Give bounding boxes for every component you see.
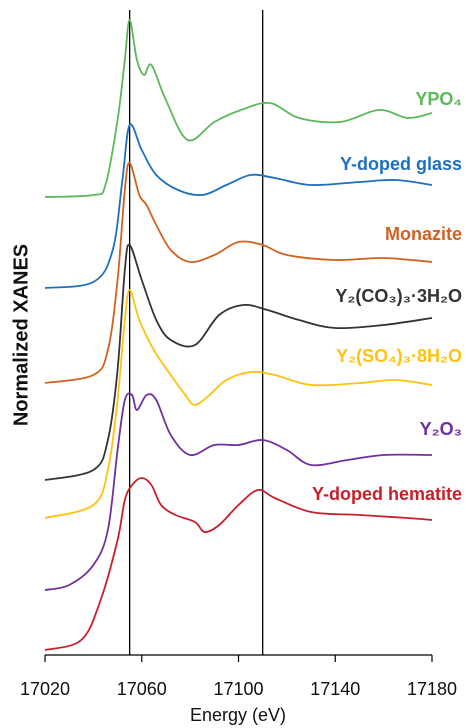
series-label: Y-doped glass <box>340 154 462 174</box>
x-tick-label: 17020 <box>20 679 70 699</box>
series-label: Y-doped hematite <box>312 484 462 504</box>
spectrum-line <box>44 477 433 651</box>
series-label: YPO₄ <box>415 89 462 109</box>
series-label: Y₂O₃ <box>420 419 462 439</box>
x-axis-label: Energy (eV) <box>190 705 286 725</box>
spectrum-line <box>44 392 433 591</box>
spectrum-line <box>44 123 433 289</box>
x-tick-label: 17060 <box>117 679 167 699</box>
x-tick-label: 17140 <box>310 679 360 699</box>
series-label: Y₂(CO₃)₃·3H₂O <box>335 286 462 306</box>
series-label: Y₂(SO₄)₃·8H₂O <box>336 346 462 366</box>
y-axis-label: Normalized XANES <box>10 244 32 426</box>
spectrum-line <box>44 19 433 198</box>
x-tick-label: 17100 <box>213 679 263 699</box>
x-tick-label: 17180 <box>407 679 457 699</box>
spectrum-line <box>44 162 433 384</box>
spectrum-line <box>44 243 433 481</box>
spectrum-line <box>44 289 433 519</box>
series-label: Monazite <box>385 224 462 244</box>
